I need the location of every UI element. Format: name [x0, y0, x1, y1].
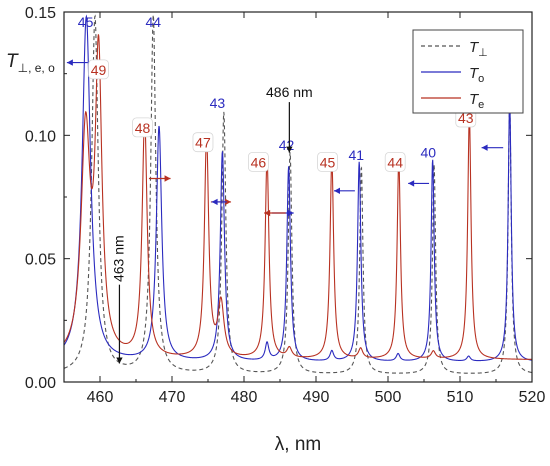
peak-label-box — [317, 151, 338, 172]
annotation-0: 486 nm — [266, 84, 313, 100]
peak-label-box — [132, 117, 153, 138]
pointer-arrow-8 — [481, 144, 504, 151]
series-line-0 — [64, 14, 532, 374]
legend-label-main: T — [469, 91, 480, 108]
peak-label-text: 48 — [135, 120, 151, 136]
peak-label-text: 46 — [251, 154, 267, 170]
legend-box — [412, 29, 524, 114]
x-tick-label: 490 — [303, 389, 330, 406]
peak-label-box — [247, 151, 269, 172]
peak-label-44: 44 — [384, 151, 406, 172]
peak-label-text: 43 — [210, 95, 226, 111]
peak-label-43: 43 — [210, 95, 226, 111]
peak-label-text: 45 — [78, 14, 94, 30]
annotation-arrow-1-head — [116, 357, 123, 364]
legend-label-main: T — [469, 39, 480, 56]
peak-label-text: 44 — [145, 14, 161, 30]
legend-label-sub: o — [478, 73, 484, 85]
y-tick-label: 0.10 — [25, 128, 56, 145]
peak-label-text: 45 — [320, 154, 336, 170]
legend-label-sub: e — [478, 99, 484, 111]
pointer-arrow-7-head — [408, 180, 415, 187]
peak-label-40: 40 — [421, 145, 437, 161]
series-group — [64, 14, 532, 374]
pointer-arrow-7 — [408, 180, 430, 187]
peak-label-text: 49 — [91, 62, 107, 78]
annotation-arrow-0 — [286, 102, 293, 153]
y-tick-label: 0.05 — [25, 252, 56, 269]
peak-label-46: 46 — [247, 151, 269, 172]
pointer-arrow-0 — [66, 59, 88, 66]
peak-label-41: 41 — [349, 147, 365, 163]
legend-label-1: To — [469, 65, 484, 85]
annotation-1: 463 nm — [110, 235, 126, 282]
y-axis-title-main: T — [6, 51, 19, 72]
annotation-arrow-1 — [116, 284, 123, 364]
x-tick-label: 480 — [231, 389, 258, 406]
pointer-arrow-2-head — [225, 198, 232, 206]
peak-label-box — [192, 132, 214, 153]
pointer-arrow-5 — [264, 209, 286, 217]
y-tick-label: 0.00 — [25, 375, 56, 392]
pointer-arrow-4-head — [287, 209, 294, 217]
peak-label-42: 42 — [279, 137, 295, 153]
peak-label-45: 45 — [317, 151, 338, 172]
axes: 460 470 480 490 500 510 520 0.00 0.05 0.10 0.15 — [25, 5, 546, 406]
pointer-arrow-6 — [334, 187, 355, 195]
series-line-1 — [64, 14, 532, 362]
y-axis-title: T⊥, e, o — [6, 51, 55, 75]
peak-label-49: 49 — [88, 59, 109, 80]
legend-label-main: T — [469, 65, 480, 82]
pointer-arrow-1-head — [164, 175, 171, 182]
peak-label-text: 43 — [458, 110, 474, 126]
x-axis-title: λ, nm — [275, 434, 321, 455]
x-tick-label: 460 — [87, 389, 114, 406]
peak-label-box — [384, 151, 406, 172]
pointer-arrow-0-head — [66, 59, 73, 66]
legend-label-0: T⊥ — [469, 39, 488, 59]
pointer-arrow-6-head — [334, 187, 340, 195]
peak-label-text: 41 — [349, 147, 365, 163]
series-line-2 — [64, 34, 532, 360]
pointer-arrow-3 — [211, 198, 227, 206]
pointer-arrow-1 — [148, 175, 171, 182]
peak-label-47: 47 — [192, 132, 214, 153]
legend-label-sub: ⊥ — [478, 47, 488, 59]
peak-label-44: 44 — [145, 14, 161, 30]
peak-label-text: 40 — [421, 145, 437, 161]
peak-label-text: 47 — [195, 135, 211, 151]
x-tick-label: 500 — [375, 389, 402, 406]
pointer-arrow-8-head — [481, 144, 488, 151]
x-tick-label: 470 — [159, 389, 186, 406]
peak-label-box — [88, 59, 109, 80]
peak-label-text: 44 — [387, 154, 403, 170]
pointer-arrow-5-head — [264, 209, 271, 217]
legend-label-2: Te — [469, 91, 484, 111]
peak-label-45: 45 — [78, 14, 94, 30]
x-tick-label: 520 — [519, 389, 546, 406]
y-tick-label: 0.15 — [25, 5, 56, 22]
y-axis-title-sub: ⊥, e, o — [18, 61, 55, 75]
pointer-arrow-3-head — [211, 198, 218, 206]
peak-label-text: 42 — [279, 137, 295, 153]
annotation-arrow-0-head — [286, 146, 293, 153]
peak-label-48: 48 — [132, 117, 153, 138]
x-tick-label: 510 — [447, 389, 474, 406]
